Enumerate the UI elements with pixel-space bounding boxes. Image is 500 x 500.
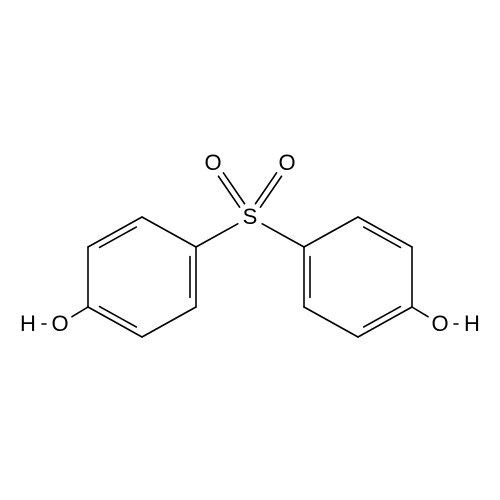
atom-label-o2: O	[278, 150, 295, 176]
atom-label-o1: O	[204, 150, 221, 176]
atom-label-hl: H	[20, 311, 36, 337]
atom-label-s: S	[243, 204, 258, 230]
chemical-structure-canvas: SOOOHOH	[0, 0, 500, 500]
atom-label-ol: O	[51, 311, 68, 337]
atom-label-or: O	[431, 311, 448, 337]
bond-layer	[0, 0, 500, 500]
atom-label-hr: H	[464, 311, 480, 337]
